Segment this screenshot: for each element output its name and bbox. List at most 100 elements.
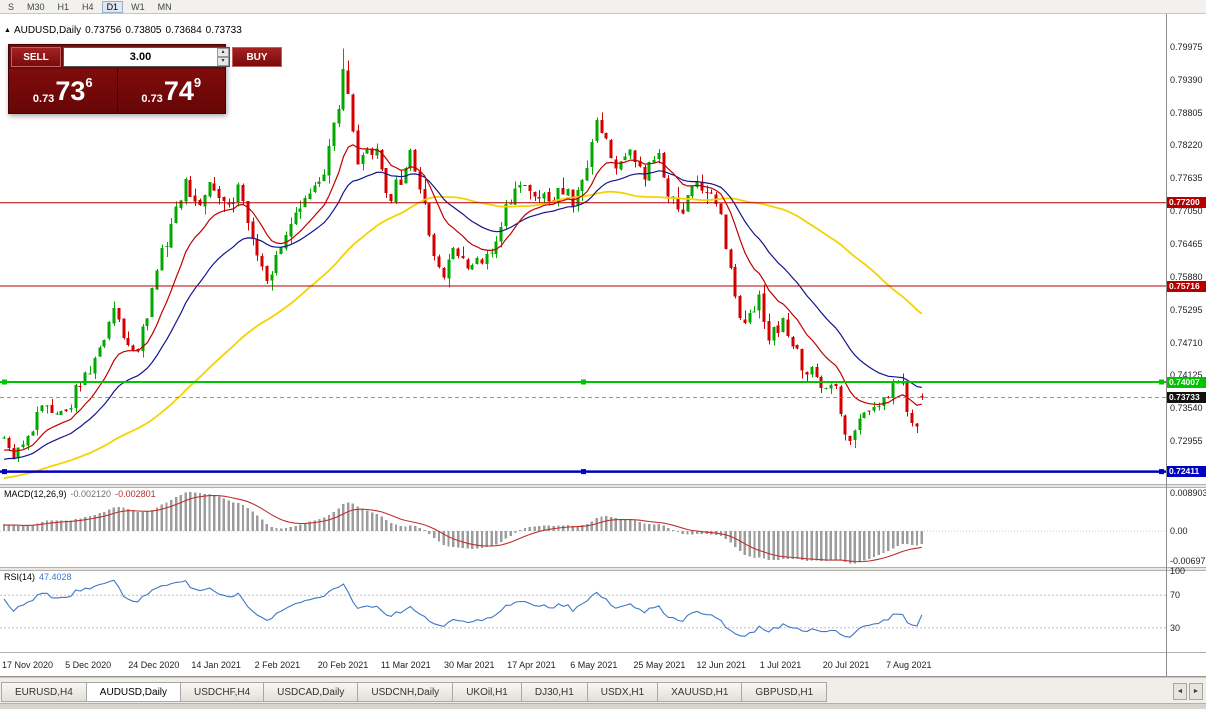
line-handle[interactable]: [581, 379, 586, 385]
period-button-H4[interactable]: H4: [82, 1, 94, 12]
price-badge-0.75716: 0.75716: [1167, 280, 1206, 292]
date-axis-label: 24 Dec 2020: [128, 660, 180, 670]
ohlc-low: 0.73684: [165, 25, 202, 36]
date-axis-label: 1 Jul 2021: [759, 660, 802, 670]
period-button-H1[interactable]: H1: [57, 1, 70, 12]
period-button-W1[interactable]: W1: [131, 1, 145, 12]
panel-splitter[interactable]: [0, 567, 1206, 571]
date-axis-label: 14 Jan 2021: [191, 660, 241, 670]
buy-button[interactable]: BUY: [232, 47, 282, 67]
buy-price-small: 0.73: [141, 93, 163, 105]
macd-axis-label: -0.00697: [1170, 555, 1206, 566]
price-axis-label: 0.75295: [1170, 304, 1203, 315]
price-axis-label: 0.78805: [1170, 107, 1203, 118]
scroll-right-icon: ►: [1192, 688, 1200, 695]
date-axis[interactable]: 17 Nov 2020 5 Dec 2020 24 Dec 2020 14 Jan 2…: [0, 652, 1166, 676]
candles-layer: [2, 48, 924, 462]
line-handle[interactable]: [2, 469, 7, 475]
chart-tab-USDCHF-H4[interactable]: USDCHF,H4: [180, 682, 265, 702]
sell-price-display[interactable]: 0.73 73 6: [9, 69, 117, 113]
chart-tab-AUDUSD-Daily[interactable]: AUDUSD,Daily: [85, 682, 182, 702]
price-axis-label: 0.79390: [1170, 74, 1203, 85]
volume-up-button[interactable]: ▴: [217, 48, 229, 57]
date-axis-label: 25 May 2021: [633, 660, 686, 670]
rsi-line: [3, 579, 923, 638]
date-axis-label: 17 Apr 2021: [507, 660, 556, 670]
volume-spinner: ▴ ▾: [217, 48, 229, 66]
chart-tab-DJ30-H1[interactable]: DJ30,H1: [520, 682, 588, 702]
volume-input[interactable]: [64, 48, 217, 66]
ma-slow-line: [3, 190, 923, 480]
date-axis-label: 30 Mar 2021: [444, 660, 495, 670]
chart-tabs: EURUSD,H4 AUDUSD,Daily USDCHF,H4 USDCAD,Dai…: [1, 682, 828, 702]
date-axis-label: 6 May 2021: [570, 660, 618, 670]
price-axis-label: 0.77050: [1170, 206, 1203, 217]
period-button-M30[interactable]: M30: [27, 1, 45, 12]
spinner-down-icon: ▾: [221, 58, 225, 64]
period-button-D1[interactable]: D1: [101, 0, 124, 13]
rsi-axis-label: 70: [1170, 590, 1181, 601]
date-axis-label: 12 Jun 2021: [696, 660, 747, 670]
macd-axis-label: 0.00: [1170, 526, 1188, 537]
chart-tab-USDCNH-Daily[interactable]: USDCNH,Daily: [357, 682, 454, 702]
period-button-S[interactable]: S: [8, 1, 15, 12]
buy-price-big: 74: [163, 76, 194, 106]
line-handle[interactable]: [581, 469, 586, 475]
date-axis-label: 20 Jul 2021: [822, 660, 870, 670]
chart-tab-USDCAD-Daily[interactable]: USDCAD,Daily: [263, 682, 359, 702]
date-axis-label: 7 Aug 2021: [886, 660, 932, 670]
line-handle[interactable]: [2, 379, 7, 385]
price-axis[interactable]: 0.79975 0.79390 0.78805 0.78220 0.77635 0.770…: [1167, 0, 1206, 676]
panel-splitter[interactable]: [0, 484, 1206, 488]
tabs-scroll-right-button[interactable]: ►: [1189, 683, 1203, 700]
sell-price-sup: 6: [85, 75, 93, 90]
rsi-axis-label: 100: [1170, 566, 1186, 576]
date-axis-label: 20 Feb 2021: [317, 660, 369, 670]
line-handle[interactable]: [1159, 379, 1164, 385]
sell-price-big: 73: [55, 76, 86, 106]
date-axis-label: 17 Nov 2020: [2, 660, 54, 670]
timeframe-toolbar: S M30 H1 H4 D1 W1 MN: [0, 0, 1206, 14]
macd-main-value: -0.002120: [70, 489, 112, 499]
ohlc-open: 0.73756: [85, 25, 122, 36]
price-badge-0.72411: 0.72411: [1167, 466, 1206, 478]
macd-signal-value: -0.002801: [115, 489, 156, 499]
price-badge-0.73733: 0.73733: [1167, 391, 1206, 403]
buy-price-sup: 9: [193, 75, 202, 90]
date-axis-label: 11 Mar 2021: [380, 660, 431, 670]
spinner-up-icon: ▴: [221, 49, 225, 55]
chart-tab-GBPUSD-H1[interactable]: GBPUSD,H1: [741, 682, 828, 702]
trade-panel-controls: SELL ▴ ▾ BUY: [9, 45, 282, 69]
line-handle[interactable]: [1159, 469, 1164, 475]
chart-tab-XAUUSD-H1[interactable]: XAUUSD,H1: [657, 682, 743, 702]
volume-down-button[interactable]: ▾: [217, 57, 229, 66]
macd-axis-label: 0.008903: [1170, 488, 1206, 499]
buy-price-display[interactable]: 0.73 74 9: [118, 69, 226, 113]
ma-fast-line: [3, 144, 922, 452]
rsi-indicator-label: RSI(14) 47.4028: [4, 572, 72, 582]
date-axis-label: 5 Dec 2020: [65, 660, 112, 670]
chart-tab-UKOil-H1[interactable]: UKOil,H1: [452, 682, 522, 702]
tabs-scroll-left-button[interactable]: ◄: [1173, 683, 1187, 700]
tab-scroll-controls: ◄ ►: [1173, 683, 1203, 700]
ma-mid-line: [3, 170, 922, 460]
rsi-axis-label: 30: [1170, 622, 1181, 633]
date-axis-label: 2 Feb 2021: [254, 660, 301, 670]
price-axis-label: 0.79975: [1170, 41, 1203, 52]
price-axis-label: 0.72955: [1170, 436, 1203, 446]
chart-tabs-bar: EURUSD,H4 AUDUSD,Daily USDCHF,H4 USDCAD,Dai…: [0, 677, 1206, 703]
scroll-left-icon: ◄: [1176, 688, 1184, 695]
bottom-strip: [0, 703, 1206, 709]
sell-price-small: 0.73: [32, 93, 55, 105]
price-axis-label: 0.75880: [1170, 271, 1203, 282]
chart-tab-EURUSD-H4[interactable]: EURUSD,H4: [1, 682, 87, 702]
sell-button[interactable]: SELL: [11, 47, 61, 67]
period-button-MN[interactable]: MN: [157, 1, 172, 12]
price-axis-label: 0.74125: [1170, 370, 1203, 381]
chart-tab-USDX-H1[interactable]: USDX,H1: [586, 682, 659, 702]
chart-window-icon: ▲: [4, 27, 11, 34]
macd-histogram: [2, 492, 923, 564]
rsi-name: RSI(14): [4, 572, 36, 582]
